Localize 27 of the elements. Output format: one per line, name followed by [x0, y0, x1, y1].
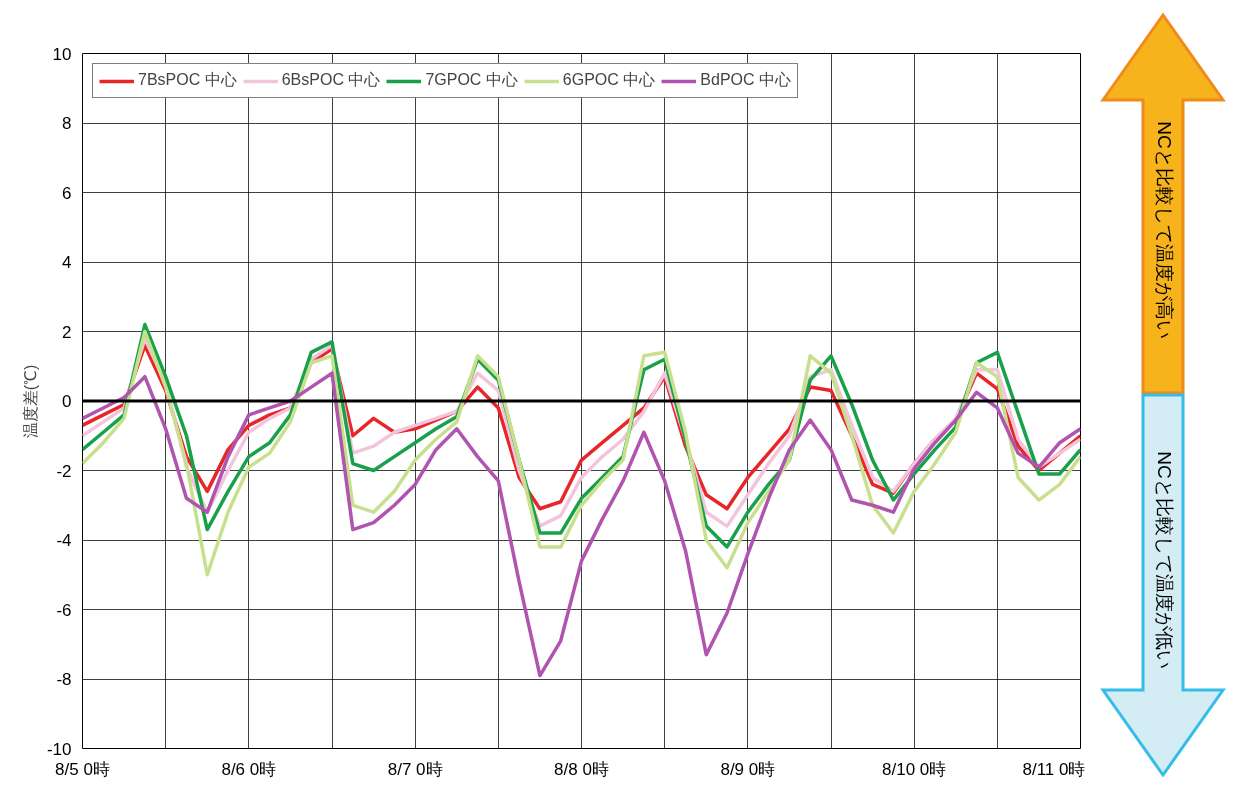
- y-tick-label: 8: [62, 114, 72, 133]
- legend-label: 6BsPOC 中心: [281, 70, 381, 90]
- y-tick-label: 4: [62, 253, 72, 272]
- line-series: [82, 371, 1081, 678]
- text: NCと比較して温度が高い: [1153, 121, 1175, 339]
- x-tick-label: 8/10 0時: [882, 759, 947, 779]
- x-tick-label: 8/5 0時: [55, 759, 110, 779]
- x-tick-label: 8/7 0時: [387, 759, 443, 779]
- y-tick-label: 2: [62, 322, 72, 342]
- x-tick-label: 8/11 0時: [1022, 759, 1086, 779]
- y-tick-label: 6: [62, 183, 72, 203]
- x-tick-label: 8/9 0時: [720, 759, 776, 779]
- legend-label: 7GPOC 中心: [425, 70, 518, 90]
- legend-label: 7BsPOC 中心: [138, 70, 237, 90]
- y-tick-label: -2: [56, 461, 72, 481]
- y-tick-label: 10: [52, 44, 72, 64]
- y-axis-title: 温度差(℃): [21, 364, 39, 439]
- y-tick-label: -10: [46, 739, 72, 759]
- legend-label: 6GPOC 中心: [562, 70, 656, 90]
- y-tick-label: -6: [56, 600, 72, 620]
- y-tick-label: 0: [62, 392, 72, 411]
- legend-label: BdPOC 中心: [700, 70, 791, 90]
- text: NCと比較して温度が低い: [1153, 451, 1175, 669]
- x-tick-label: 8/6 0時: [221, 759, 277, 779]
- y-tick-label: -4: [56, 531, 72, 550]
- y-tick-label: -8: [56, 670, 72, 689]
- x-tick-label: 8/8 0時: [554, 759, 609, 779]
